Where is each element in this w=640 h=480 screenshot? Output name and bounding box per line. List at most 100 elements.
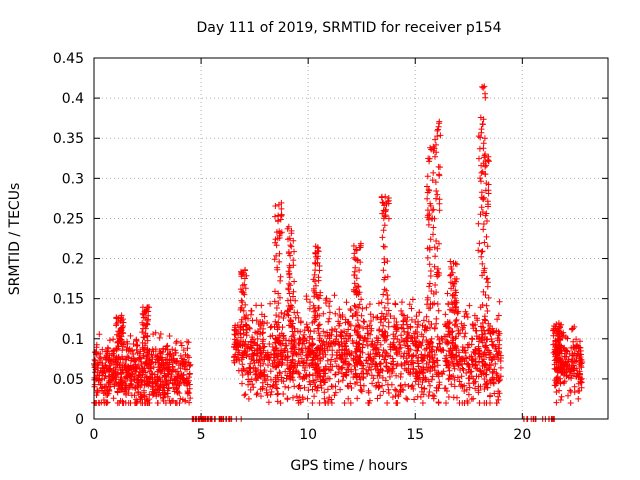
data-point	[435, 399, 442, 406]
data-point	[179, 361, 186, 368]
data-point	[335, 369, 342, 376]
data-point	[393, 321, 400, 328]
data-point	[462, 330, 469, 337]
data-point	[384, 198, 391, 205]
data-point	[363, 357, 370, 364]
data-point	[315, 322, 322, 329]
data-point	[380, 388, 387, 395]
data-point	[483, 371, 490, 378]
data-point	[304, 351, 311, 358]
data-point	[282, 368, 289, 375]
data-point	[487, 330, 494, 337]
data-point	[443, 339, 450, 345]
data-point	[343, 299, 350, 306]
data-point	[566, 350, 573, 357]
data-point	[147, 374, 154, 381]
data-point	[557, 323, 563, 330]
data-point	[262, 377, 269, 384]
data-point	[113, 346, 120, 353]
data-point	[125, 400, 132, 406]
data-point	[292, 336, 298, 343]
data-point	[305, 345, 312, 352]
data-point	[274, 385, 281, 392]
data-point	[275, 290, 282, 297]
data-point	[360, 370, 367, 377]
data-point	[468, 396, 475, 403]
data-point	[163, 359, 170, 366]
data-point	[274, 326, 281, 333]
data-point	[142, 359, 149, 366]
data-point	[242, 285, 249, 292]
data-point	[277, 294, 283, 301]
data-point	[461, 333, 468, 340]
data-point	[146, 375, 153, 382]
x-axis-label: GPS time / hours	[290, 458, 407, 474]
data-point	[459, 347, 466, 354]
data-point	[106, 373, 113, 380]
data-point	[352, 264, 359, 271]
data-point	[288, 302, 294, 309]
data-point	[282, 383, 289, 390]
data-point	[475, 220, 482, 227]
data-point	[274, 264, 281, 271]
data-point	[436, 207, 443, 214]
data-point	[485, 320, 492, 327]
data-point	[335, 378, 342, 385]
data-point	[484, 336, 491, 343]
data-point	[416, 342, 423, 349]
data-point	[468, 335, 475, 342]
data-point	[347, 332, 354, 339]
data-point	[288, 317, 294, 324]
data-point	[436, 379, 443, 386]
data-point	[231, 354, 237, 361]
data-point	[482, 343, 488, 350]
data-point	[127, 332, 134, 339]
data-point	[244, 368, 250, 374]
data-point	[139, 329, 146, 336]
data-point	[428, 321, 435, 328]
data-point	[115, 343, 122, 350]
data-point	[476, 155, 482, 162]
data-point	[267, 383, 274, 390]
data-point	[418, 384, 425, 391]
data-point	[301, 367, 308, 374]
data-point	[110, 336, 117, 343]
data-point	[377, 341, 384, 348]
data-point	[283, 342, 290, 349]
data-point	[469, 321, 476, 328]
data-point	[332, 310, 339, 317]
data-point	[425, 352, 432, 358]
data-point	[420, 391, 427, 398]
data-point	[487, 392, 494, 399]
data-point	[104, 350, 111, 357]
data-point	[184, 338, 191, 345]
data-point	[285, 312, 292, 319]
data-point	[98, 355, 104, 362]
data-point	[435, 373, 442, 380]
x-tick-label: 20	[513, 427, 531, 443]
data-point	[553, 389, 560, 395]
data-point	[329, 351, 336, 358]
data-point	[311, 393, 318, 400]
data-point	[474, 317, 481, 324]
data-point	[291, 344, 298, 351]
data-point	[436, 196, 443, 203]
data-point	[576, 371, 583, 378]
data-point	[126, 384, 132, 391]
data-point	[119, 347, 126, 354]
data-point	[105, 356, 112, 363]
data-point	[380, 200, 387, 206]
data-point	[185, 379, 191, 386]
data-point	[573, 373, 579, 380]
data-point	[122, 390, 129, 397]
data-point	[365, 367, 372, 374]
data-point	[553, 330, 560, 337]
data-point	[272, 376, 279, 383]
data-point	[426, 283, 433, 290]
data-point	[456, 378, 463, 385]
data-point	[431, 393, 438, 400]
data-point	[290, 237, 297, 244]
data-point	[476, 348, 483, 355]
data-point	[160, 394, 167, 401]
data-point	[110, 350, 117, 357]
